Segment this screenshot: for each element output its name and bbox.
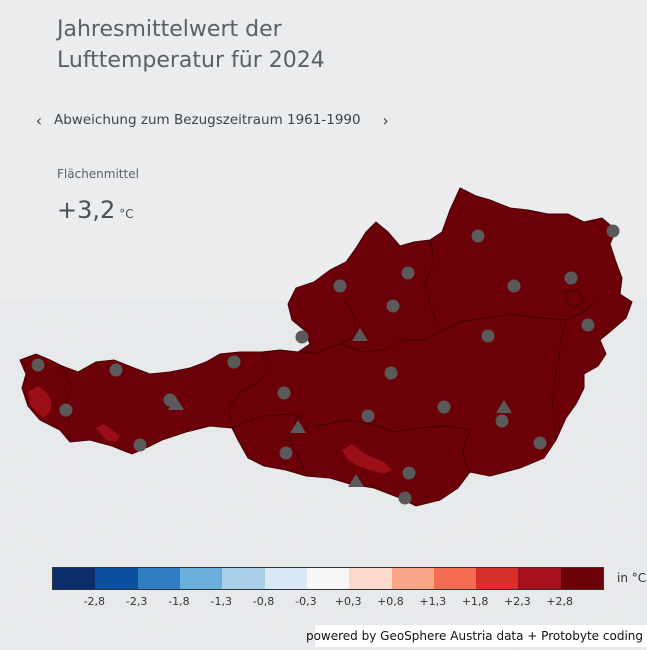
circle-icon[interactable] (495, 414, 509, 428)
circle-icon[interactable] (606, 224, 620, 238)
border-stmk-burgenland (551, 319, 567, 441)
triangle-icon[interactable] (290, 420, 306, 433)
legend-swatch (222, 568, 265, 589)
legend-tick-label: +1,3 (419, 595, 447, 608)
legend-swatch (349, 568, 392, 589)
hotspot-vorarlberg (28, 386, 52, 418)
area-mean-value: +3,2 °C (57, 196, 134, 224)
legend-swatch (476, 568, 519, 589)
title-line-2: Lufttemperatur für 2024 (57, 48, 325, 73)
chevron-right-icon[interactable]: › (382, 110, 389, 130)
legend-swatch (518, 568, 561, 589)
circle-icon[interactable] (564, 271, 578, 285)
circle-icon[interactable] (471, 229, 485, 243)
legend-tick-label: +0,3 (334, 595, 362, 608)
legend-color-bar (52, 567, 604, 590)
circle-icon[interactable] (401, 266, 415, 280)
color-legend: -2,8 -2,3 -1,8 -1,3 -0,8 -0,3 +0,3 +0,8 +1,3 +1,8… (52, 567, 604, 610)
border-noe-stmk (459, 299, 599, 323)
austria-outline (19, 187, 633, 507)
triangle-icon[interactable] (348, 474, 364, 487)
border-stmk-kaernten (419, 425, 471, 473)
legend-ticks: -2,8 -2,3 -1,8 -1,3 -0,8 -0,3 +0,3 +0,8 +1,3 +1,8… (52, 590, 604, 610)
legend-tick-label: -1,8 (168, 595, 190, 608)
border-salzburg-kaernten (231, 413, 421, 433)
period-label: Abweichung zum Bezugszeitraum 1961-1990 (54, 112, 361, 128)
triangle-icon[interactable] (352, 328, 368, 341)
legend-tick-label: +1,8 (461, 595, 489, 608)
hotspot-kaernten (342, 444, 392, 474)
circle-icon[interactable] (109, 363, 123, 377)
triangle-icon[interactable] (168, 397, 184, 410)
legend-tick-label: -0,8 (252, 595, 275, 608)
alpine-hotspots (28, 386, 392, 474)
legend-swatch (179, 568, 223, 589)
area-mean-unit: °C (119, 207, 134, 221)
legend-swatch (560, 568, 604, 589)
border-tirol-salzburg (227, 351, 269, 429)
legend-tick-label: -0,3 (295, 595, 317, 608)
circle-icon[interactable] (31, 358, 45, 372)
legend-tick-label: -2,3 (125, 595, 148, 608)
circle-icon[interactable] (279, 446, 293, 460)
circle-icon[interactable] (533, 436, 547, 450)
circle-icon[interactable] (361, 409, 375, 423)
circle-icon[interactable] (227, 355, 241, 369)
chevron-left-icon[interactable]: ‹ (35, 110, 43, 130)
austria-shape (19, 187, 633, 507)
legend-swatch (137, 568, 180, 589)
legend-swatch (391, 568, 434, 589)
period-navigator: ‹ Abweichung zum Bezugszeitraum 1961-199… (28, 108, 397, 132)
circle-icon[interactable] (437, 400, 451, 414)
title-line-1: Jahresmittelwert der (57, 17, 282, 42)
legend-swatch (264, 568, 307, 589)
area-mean-label: Flächenmittel (57, 167, 139, 181)
legend-tick-label: +2,3 (504, 595, 531, 608)
circle-icon[interactable] (581, 318, 595, 332)
circle-icon[interactable] (384, 366, 398, 380)
circle-icon[interactable] (295, 330, 309, 344)
circle-icon[interactable] (481, 329, 495, 343)
legend-tick-label: +0,8 (377, 595, 404, 608)
legend-tick-label: -1,3 (210, 595, 232, 608)
legend-swatch (95, 568, 138, 589)
border-ooe-noe (423, 239, 441, 333)
circle-icon[interactable] (398, 491, 412, 505)
legend-swatch (53, 568, 96, 589)
circle-icon[interactable] (386, 299, 400, 313)
station-markers (31, 224, 620, 505)
legend-swatch (433, 568, 477, 589)
legend-tick-label: +2,8 (546, 595, 574, 608)
page-title: Jahresmittelwert der Lufttemperatur für … (57, 14, 457, 76)
legend-unit: in °C (617, 571, 647, 585)
circle-icon[interactable] (133, 438, 147, 452)
state-borders (61, 239, 599, 477)
circle-icon[interactable] (277, 386, 291, 400)
area-mean-number: +3,2 (57, 196, 116, 224)
border-salzburg-ooe (298, 299, 357, 353)
circle-icon[interactable] (59, 403, 73, 417)
credit-footer[interactable]: powered by GeoSphere Austria data + Prot… (306, 625, 647, 647)
circle-icon[interactable] (507, 279, 521, 293)
border-wien (565, 289, 585, 309)
hotspot-tirol (96, 424, 120, 442)
triangle-icon[interactable] (496, 400, 512, 413)
legend-swatch (306, 568, 350, 589)
circle-icon[interactable] (402, 466, 416, 480)
circle-icon[interactable] (333, 279, 347, 293)
legend-tick-label: -2,8 (83, 595, 106, 608)
